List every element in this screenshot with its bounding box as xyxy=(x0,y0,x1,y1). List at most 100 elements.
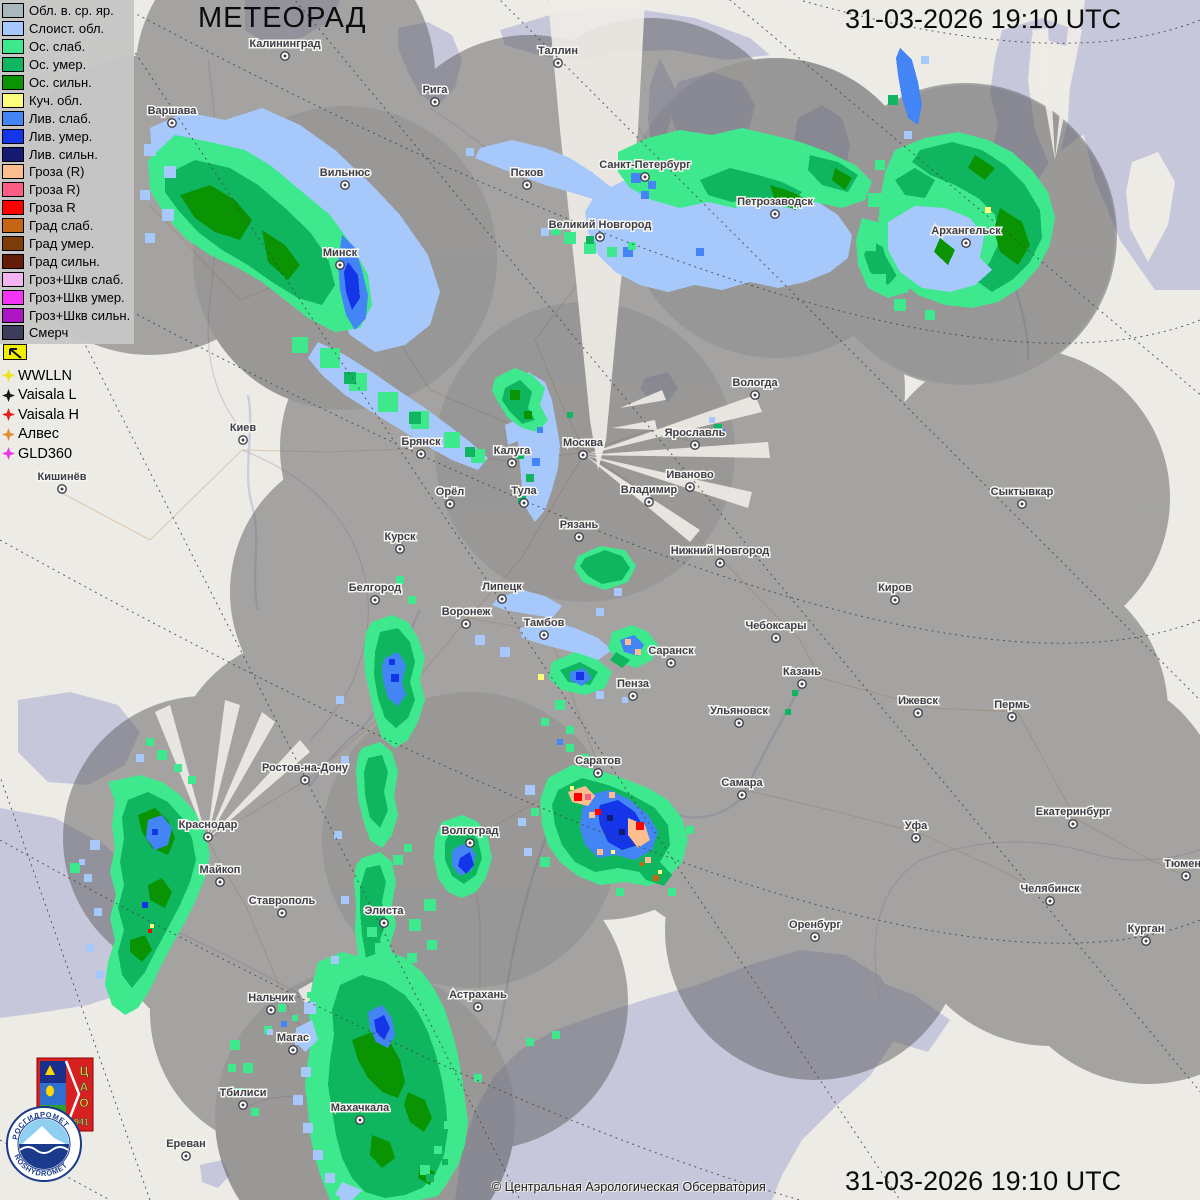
precip-dot xyxy=(304,1002,316,1014)
precip-dot xyxy=(230,1040,240,1050)
precip-dot xyxy=(313,1150,323,1160)
legend-label: Лив. слаб. xyxy=(29,110,92,126)
precip-dot xyxy=(341,756,349,764)
precip-dot xyxy=(868,193,882,207)
city-marker-dot xyxy=(433,100,437,104)
precip-dot xyxy=(611,850,615,854)
city: Ульяновск xyxy=(709,704,770,728)
legend-swatch xyxy=(2,21,24,37)
lightning-marker-icon xyxy=(2,447,15,461)
city-marker-dot xyxy=(303,778,307,782)
roshydromet-logo: РОСГИДРОМЕТ ROSHYDROMET xyxy=(6,1106,82,1182)
city-label: Курган xyxy=(1128,923,1165,935)
legend-row: Ос. слаб. xyxy=(2,38,134,56)
city-marker-dot xyxy=(241,1103,245,1107)
precip-dot xyxy=(792,690,798,696)
city-label: Варшава xyxy=(148,105,198,117)
legend-swatch xyxy=(2,146,24,162)
precip-dot xyxy=(442,1159,448,1165)
precip-dot xyxy=(267,1029,273,1035)
legend-swatch xyxy=(2,271,24,287)
precip-dot xyxy=(597,849,603,855)
legend-swatch xyxy=(2,200,24,216)
legend-row: Лив. сильн. xyxy=(2,145,134,163)
precip-blob xyxy=(492,590,562,618)
city-label: Ереван xyxy=(166,1138,206,1150)
legend-swatch xyxy=(2,325,24,341)
lightning-source-label: WWLLN xyxy=(18,367,72,384)
radar-coverage-circle xyxy=(665,780,965,1080)
city-marker-dot xyxy=(382,921,386,925)
legend-row: Куч. обл. xyxy=(2,91,134,109)
city: Тамбов xyxy=(522,616,566,640)
city-marker-dot xyxy=(914,836,918,840)
legend-label: Лив. сильн. xyxy=(29,146,98,162)
city-marker-dot xyxy=(358,1118,362,1122)
legend-row: Гроз+Шкв умер. xyxy=(2,288,134,306)
city: Москва xyxy=(561,436,605,460)
precip-dot xyxy=(301,1067,311,1077)
precip-blob xyxy=(636,858,672,886)
precip-dot xyxy=(303,1123,313,1133)
precip-blob xyxy=(148,878,172,908)
precip-blob xyxy=(580,550,630,584)
precip-dot xyxy=(567,412,573,418)
city-marker-dot xyxy=(373,598,377,602)
legend-row: Град слаб. xyxy=(2,217,134,235)
legend-swatch xyxy=(2,253,24,269)
city-label: Тамбов xyxy=(524,617,565,629)
city: Таллин xyxy=(537,44,579,68)
city: Тюмень xyxy=(1163,857,1200,881)
precip-dot xyxy=(391,674,399,682)
city-marker-dot xyxy=(556,61,560,65)
city-marker-dot xyxy=(1144,939,1148,943)
city-marker-dot xyxy=(468,841,472,845)
legend-row: Лив. слаб. xyxy=(2,109,134,127)
precip-dot xyxy=(292,1015,298,1021)
city-label: Саратов xyxy=(575,755,621,767)
city-marker-dot xyxy=(1020,502,1024,506)
radar-ray-artifacts-layer xyxy=(155,0,1082,1120)
city-marker-dot xyxy=(170,121,174,125)
ray-wedge xyxy=(155,705,207,840)
precip-blob xyxy=(618,128,872,208)
precip-dot xyxy=(94,908,102,916)
precip-blob xyxy=(896,48,922,125)
precip-dot xyxy=(243,1063,253,1073)
city: Калуга xyxy=(492,444,533,468)
precip-dot xyxy=(180,150,190,160)
datetime-top: 31-03-2026 19:10 UTC xyxy=(845,4,1122,34)
city: Кишинёв xyxy=(36,470,88,494)
city-label: Таллин xyxy=(538,45,578,57)
precip-dot xyxy=(396,576,404,584)
legend-label: Гроза R xyxy=(29,200,76,216)
city: Нальчик xyxy=(247,991,296,1015)
legend-row: Град умер. xyxy=(2,235,134,253)
precip-dot xyxy=(500,647,510,657)
city-label: Ижевск xyxy=(898,695,938,707)
precip-dot xyxy=(607,815,613,821)
precip-dot xyxy=(921,56,929,64)
precip-blob xyxy=(374,1015,390,1040)
precip-dot xyxy=(140,190,150,200)
water-body xyxy=(200,1160,230,1188)
city-label: Оренбург xyxy=(789,919,841,931)
city: Ярославль xyxy=(663,426,727,450)
city: Курск xyxy=(383,530,418,554)
lightning-source-row: Vaisala H xyxy=(2,405,79,425)
city-marker-dot xyxy=(206,835,210,839)
precip-dot xyxy=(281,1021,287,1027)
city-label: Краснодар xyxy=(179,819,238,831)
precip-dot xyxy=(686,826,694,834)
precip-dot xyxy=(292,337,308,353)
precip-dot xyxy=(596,691,604,699)
precip-dot xyxy=(589,812,595,818)
precip-dot xyxy=(79,859,85,865)
legend-label: Лив. умер. xyxy=(29,128,93,144)
city: Орёл xyxy=(434,485,466,509)
city-marker-dot xyxy=(740,793,744,797)
precip-blob xyxy=(475,140,612,200)
precip-dot xyxy=(70,863,80,873)
city-label: Нижний Новгород xyxy=(671,545,770,557)
city-marker-dot xyxy=(291,1048,295,1052)
